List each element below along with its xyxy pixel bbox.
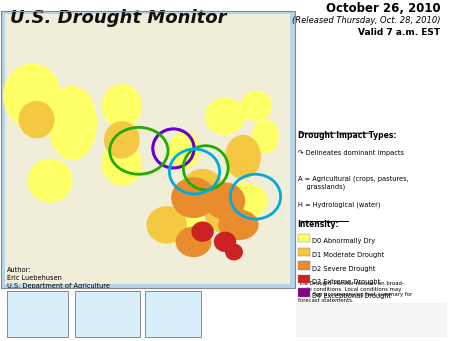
Text: U.S. Department of Agriculture: U.S. Department of Agriculture: [7, 283, 110, 289]
Bar: [5, 14, 290, 284]
Ellipse shape: [191, 221, 214, 242]
Text: October 26, 2010: October 26, 2010: [326, 2, 441, 15]
Bar: [145, 291, 201, 337]
Ellipse shape: [48, 86, 97, 160]
Ellipse shape: [176, 226, 211, 257]
Text: USDA: USDA: [300, 308, 339, 321]
Text: Intensity:: Intensity:: [298, 220, 339, 229]
Text: U.S. Drought Monitor: U.S. Drought Monitor: [9, 9, 226, 27]
Bar: [298, 275, 310, 283]
Text: A = Agricultural (crops, pastures,
    grasslands): A = Agricultural (crops, pastures, grass…: [298, 176, 408, 190]
Text: (Released Thursday, Oct. 28, 2010): (Released Thursday, Oct. 28, 2010): [292, 16, 441, 25]
Ellipse shape: [214, 232, 236, 252]
Bar: [1, 11, 295, 288]
Ellipse shape: [147, 206, 187, 243]
Ellipse shape: [218, 182, 268, 220]
Ellipse shape: [252, 120, 279, 153]
Text: D2 Severe Drought: D2 Severe Drought: [312, 266, 376, 271]
Ellipse shape: [171, 177, 216, 218]
Text: http://droughtmonitor.unl.edu/: http://droughtmonitor.unl.edu/: [304, 327, 443, 337]
Text: D4 Exceptional Drought: D4 Exceptional Drought: [312, 293, 392, 299]
Bar: [298, 288, 310, 297]
Bar: [1, 11, 295, 288]
Text: The Drought Monitor focuses on broad-
scale conditions. Local conditions may
var: The Drought Monitor focuses on broad- sc…: [298, 281, 412, 303]
Bar: [296, 303, 447, 337]
Ellipse shape: [169, 131, 200, 169]
Text: H = Hydrological (water): H = Hydrological (water): [298, 201, 380, 208]
Text: Drought Impact Types:: Drought Impact Types:: [298, 131, 396, 140]
Bar: [75, 291, 140, 337]
Text: D3 Extreme Drought: D3 Extreme Drought: [312, 279, 381, 285]
Text: D0 Abnormally Dry: D0 Abnormally Dry: [312, 238, 376, 244]
Ellipse shape: [225, 243, 243, 261]
Bar: [298, 234, 310, 242]
Ellipse shape: [205, 98, 245, 135]
Ellipse shape: [205, 196, 245, 233]
Ellipse shape: [27, 159, 72, 203]
Ellipse shape: [218, 210, 259, 240]
Bar: [298, 248, 310, 256]
Ellipse shape: [169, 213, 209, 250]
Text: D1 Moderate Drought: D1 Moderate Drought: [312, 252, 385, 258]
Ellipse shape: [102, 84, 142, 128]
Ellipse shape: [182, 169, 223, 206]
Text: Valid 7 a.m. EST: Valid 7 a.m. EST: [358, 28, 441, 37]
Text: Author:: Author:: [7, 267, 32, 273]
Ellipse shape: [104, 121, 140, 159]
Bar: [298, 261, 310, 270]
Bar: [7, 291, 68, 337]
Ellipse shape: [205, 182, 245, 220]
Ellipse shape: [102, 142, 142, 186]
Text: ↷ Delineates dominant impacts: ↷ Delineates dominant impacts: [298, 150, 404, 156]
Ellipse shape: [241, 91, 272, 121]
Ellipse shape: [18, 101, 54, 138]
Text: Eric Luebehusen: Eric Luebehusen: [7, 275, 62, 281]
Ellipse shape: [3, 63, 61, 128]
Ellipse shape: [225, 135, 261, 179]
